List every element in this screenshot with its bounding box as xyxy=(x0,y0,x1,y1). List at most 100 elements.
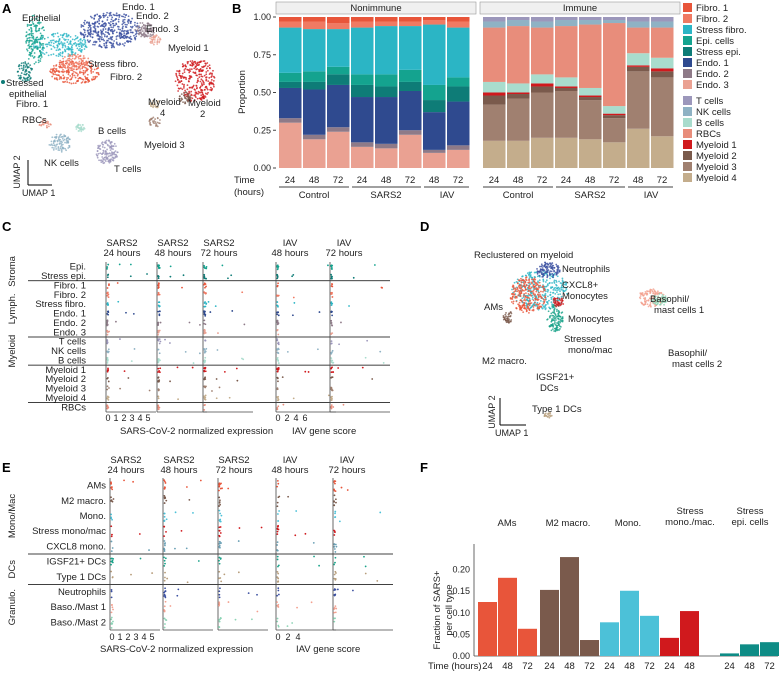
umap-point xyxy=(549,270,552,273)
umap-point xyxy=(64,141,66,144)
c-dot xyxy=(191,366,194,369)
umap-point xyxy=(129,22,132,25)
b-group-label: Control xyxy=(503,190,534,201)
umap-point xyxy=(33,62,36,65)
umap-point xyxy=(515,300,518,303)
umap-point xyxy=(59,54,62,57)
umap-point xyxy=(204,85,207,88)
umap-point xyxy=(24,61,27,63)
umap-point xyxy=(56,139,59,142)
legend-label: Endo. 2 xyxy=(696,69,729,80)
umap-point xyxy=(58,42,61,45)
umap-point xyxy=(52,64,55,67)
f-bar xyxy=(640,615,659,656)
umap-point xyxy=(195,85,198,87)
umap-point xyxy=(149,40,152,43)
c-dot xyxy=(292,273,295,276)
umap-point xyxy=(71,38,74,41)
c-row-label: Endo. 3 xyxy=(53,327,86,338)
umap-point xyxy=(184,89,186,92)
umap-point xyxy=(61,46,64,49)
f-ylabel: per cell type xyxy=(444,584,455,635)
c-dot xyxy=(221,264,224,267)
umap-point xyxy=(74,76,77,79)
umap-point xyxy=(545,414,547,417)
umap-point xyxy=(38,124,41,127)
umap-point xyxy=(534,285,537,288)
umap-point xyxy=(194,93,197,96)
c-dot xyxy=(276,329,279,331)
e-dot xyxy=(123,479,125,482)
umap-point xyxy=(39,21,42,24)
umap-point xyxy=(67,53,70,55)
umap-point xyxy=(541,268,544,271)
e-row-label: Stress mono/mac xyxy=(32,526,106,537)
umap-point xyxy=(43,53,46,56)
e-dot xyxy=(333,504,336,507)
b-immune-bar-segment xyxy=(507,83,530,93)
c-dot xyxy=(159,310,161,313)
c-dot xyxy=(130,360,133,363)
umap-point xyxy=(189,64,192,67)
umap-point xyxy=(33,14,35,17)
umap-point xyxy=(96,34,99,37)
c-dot xyxy=(157,310,160,313)
umap-point xyxy=(516,290,519,293)
umap-point xyxy=(110,151,113,154)
umap-point xyxy=(113,40,115,42)
umap-point xyxy=(659,303,662,306)
e-dot xyxy=(333,563,336,566)
c-dot xyxy=(158,352,161,355)
umap-point xyxy=(509,297,512,299)
umap-point xyxy=(59,34,62,36)
e-dot xyxy=(163,535,166,538)
b-group-label: IAV xyxy=(644,190,659,201)
d-m2-cloud xyxy=(502,311,513,324)
c-dot xyxy=(330,398,333,401)
umap-point xyxy=(562,286,565,289)
umap-point xyxy=(544,285,547,288)
umap-point xyxy=(195,74,198,77)
b-nonimmune-bar-segment xyxy=(303,134,326,140)
f-ytick: 0.05 xyxy=(452,629,470,639)
e-dot xyxy=(165,518,168,521)
e-dot xyxy=(277,625,280,628)
umap-point xyxy=(56,46,59,49)
umap-point xyxy=(127,22,130,24)
umap-point xyxy=(551,265,554,267)
umap-point xyxy=(81,78,84,81)
b-immune-bar-segment xyxy=(507,92,530,95)
umap-point xyxy=(55,64,57,67)
umap-point xyxy=(47,54,50,57)
umap-point xyxy=(20,64,23,67)
umap-point xyxy=(531,278,533,281)
c-dot xyxy=(133,348,136,350)
legend-label: Myeloid 4 xyxy=(696,173,737,184)
umap-point xyxy=(37,59,40,62)
e-row-label: CXCL8 mono. xyxy=(46,541,106,552)
umap-point xyxy=(93,68,96,71)
umap-point xyxy=(41,123,44,125)
umap-point xyxy=(51,39,54,42)
umap-point xyxy=(151,34,153,37)
umap-point xyxy=(34,45,37,48)
c-dot xyxy=(108,283,110,286)
c-dot xyxy=(330,371,333,374)
b-immune-bar-segment xyxy=(579,87,602,96)
umap-point xyxy=(176,79,179,81)
umap-point xyxy=(62,139,65,142)
e-dot xyxy=(218,577,220,580)
c-row-label: Stress epi. xyxy=(41,271,86,282)
umap-point xyxy=(653,298,655,301)
umap-point xyxy=(187,95,190,98)
e-dot xyxy=(111,604,113,606)
umap-point xyxy=(48,41,50,44)
e-dot xyxy=(110,616,113,619)
b-nonimmune-bar-segment xyxy=(447,77,470,87)
umap-point xyxy=(89,35,92,38)
umap-point xyxy=(19,74,22,77)
umap-point xyxy=(157,36,160,39)
f-bar xyxy=(620,590,639,656)
umap-point xyxy=(148,119,151,122)
